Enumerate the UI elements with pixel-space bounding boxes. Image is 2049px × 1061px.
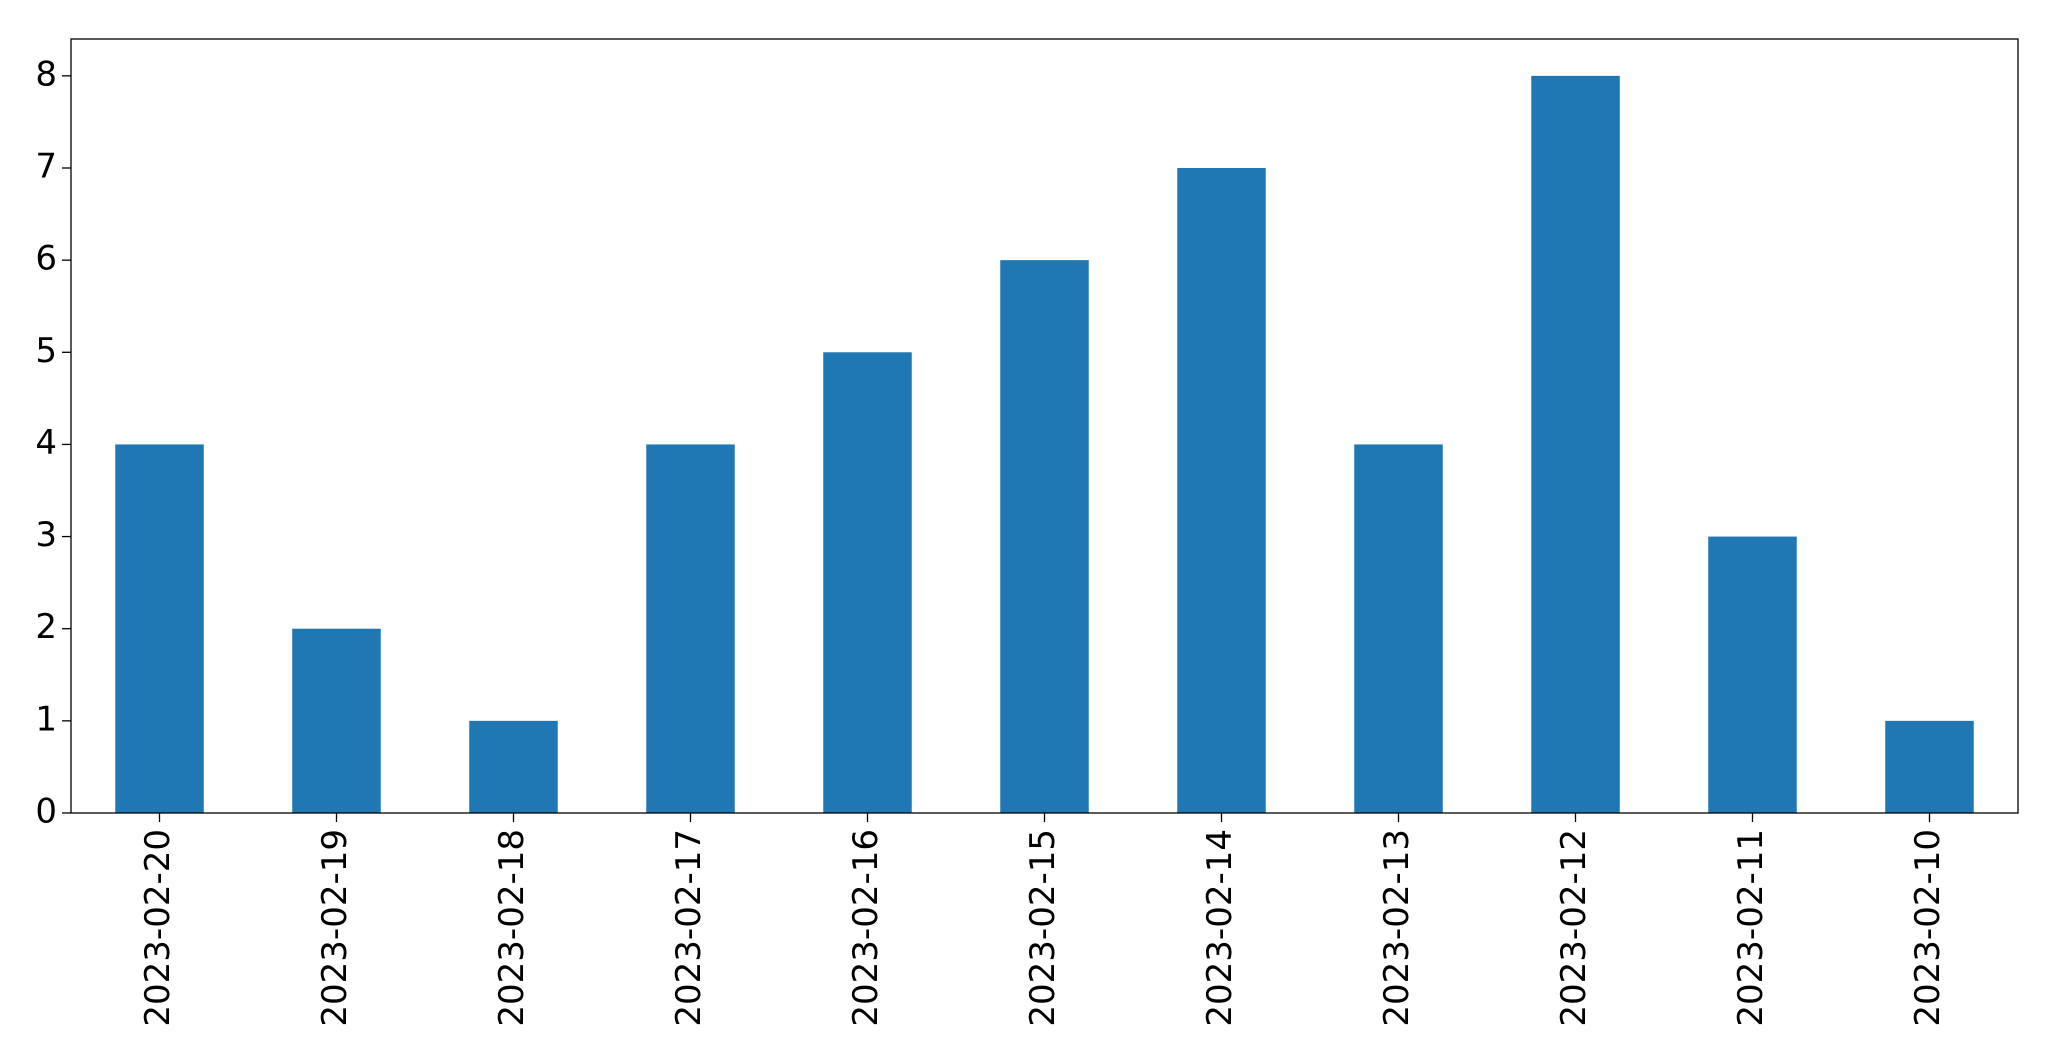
bar	[469, 720, 558, 813]
x-tick-label: 2023-02-14	[1200, 829, 1240, 1027]
x-tick-label: 2023-02-10	[1908, 829, 1948, 1027]
x-tick-label: 2023-02-12	[1554, 829, 1594, 1027]
x-tick-label: 2023-02-18	[492, 829, 532, 1027]
plot-frame	[70, 38, 2019, 814]
y-tick-label: 2	[35, 607, 57, 647]
bar	[823, 352, 912, 813]
x-tick-label: 2023-02-19	[315, 829, 355, 1027]
y-tick-label: 0	[35, 792, 57, 832]
y-tick-label: 4	[35, 423, 57, 463]
bar	[115, 444, 204, 813]
bar	[1000, 260, 1089, 814]
y-tick-label: 7	[35, 147, 57, 187]
x-tick-label: 2023-02-11	[1731, 829, 1771, 1027]
x-tick-label: 2023-02-20	[138, 829, 178, 1027]
bar	[1531, 75, 1620, 814]
bar	[1177, 168, 1266, 813]
y-tick-label: 1	[35, 699, 57, 739]
bar	[292, 628, 381, 813]
y-tick-label: 8	[35, 54, 57, 94]
bar	[1708, 536, 1797, 813]
bar	[1885, 720, 1974, 813]
y-tick-label: 6	[35, 239, 57, 279]
x-tick-label: 2023-02-17	[669, 829, 709, 1027]
x-tick-label: 2023-02-13	[1377, 829, 1417, 1027]
x-tick-label: 2023-02-16	[846, 829, 886, 1027]
bar	[646, 444, 735, 813]
y-tick-label: 5	[35, 331, 57, 371]
bar	[1354, 444, 1443, 813]
y-tick-label: 3	[35, 515, 57, 555]
x-tick-label: 2023-02-15	[1023, 829, 1063, 1027]
